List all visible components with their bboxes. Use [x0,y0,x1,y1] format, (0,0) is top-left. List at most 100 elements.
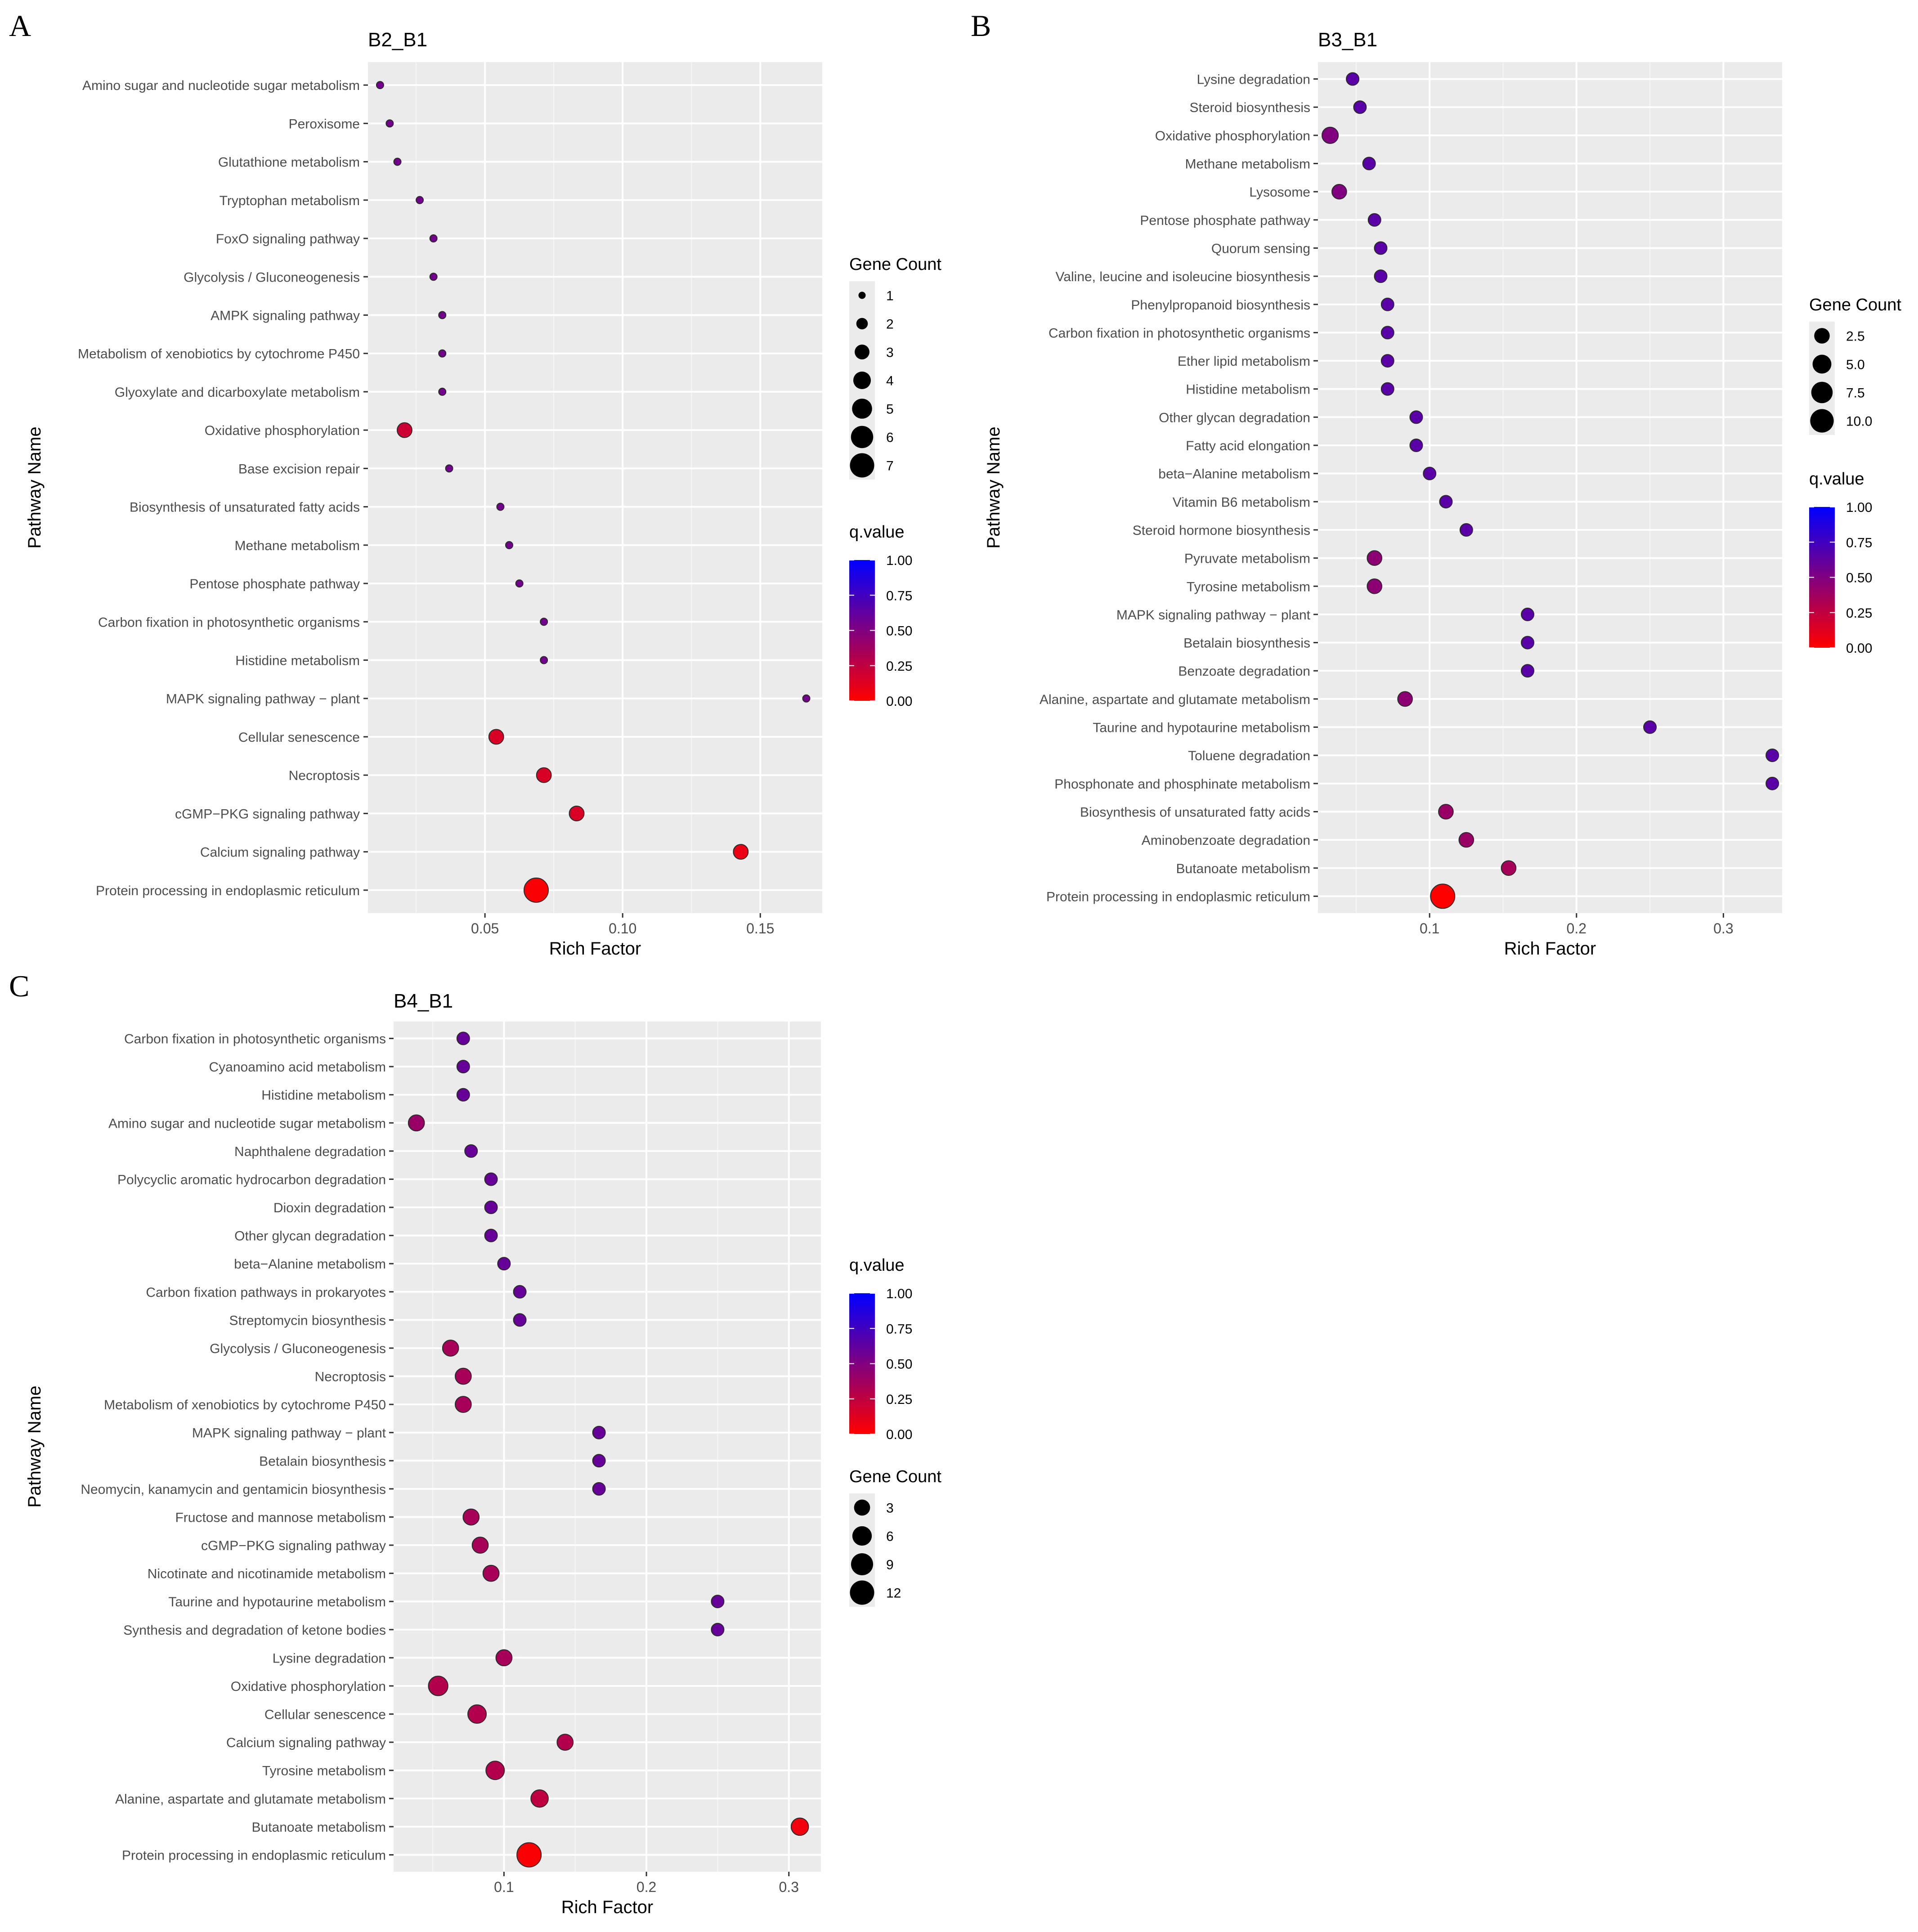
size-legend-key [850,1580,874,1605]
y-tick-label: Betalain biosynthesis [259,1454,386,1469]
data-point [1423,466,1437,480]
size-legend-key [1812,354,1832,374]
y-tick-label: Oxidative phosphorylation [231,1679,386,1694]
color-legend-title: q.value [849,523,905,542]
data-point [408,1114,425,1132]
data-point [1346,72,1360,86]
x-tick-label: 0.3 [1713,920,1733,937]
data-point [1521,607,1535,621]
y-tick-label: Cellular senescence [238,730,360,745]
size-legend-label: 2.5 [1846,329,1865,344]
data-point [556,1734,574,1751]
data-point [429,234,438,243]
data-point [540,656,548,664]
color-legend-label: 0.75 [886,588,912,603]
size-legend-label: 3 [886,345,894,360]
y-tick-label: Other glycan degradation [1159,410,1310,425]
data-point [488,729,504,745]
data-point [1766,776,1779,790]
y-tick-label: Calcium signaling pathway [226,1735,386,1750]
y-tick-label: Peroxisome [289,117,360,131]
y-tick-label: Oxidative phosphorylation [205,423,360,438]
y-tick-label: Phosphonate and phosphinate metabolism [1054,777,1310,792]
color-legend-label: 0.25 [1846,606,1872,621]
size-legend-key [858,291,866,299]
data-point [464,1144,478,1158]
color-legend: q.value 1.00 0.75 0.50 0.25 0.00 [1809,470,1872,656]
data-point [438,311,447,319]
y-tick-label: AMPK signaling pathway [211,308,360,323]
size-legend-key [855,345,869,359]
size-legend-label: 4 [886,374,894,389]
x-axis-title: Rich Factor [561,1897,654,1917]
color-legend-title: q.value [849,1256,905,1275]
chart-title: B2_B1 [368,29,427,51]
data-point [536,767,552,783]
data-point [513,1313,527,1327]
y-tick-label: Histidine metabolism [1186,382,1310,397]
x-tick-label: 0.05 [471,920,499,937]
y-tick-label: Histidine metabolism [235,654,360,668]
data-point [454,1367,472,1385]
data-point [540,618,548,626]
y-tick-label: Vitamin B6 metabolism [1173,495,1310,510]
y-tick-label: Protein processing in endoplasmic reticu… [96,883,360,898]
data-point [1380,354,1394,368]
color-legend: q.value 1.00 0.75 0.50 0.25 0.00 [849,523,912,709]
size-legend-label: 2 [886,317,894,332]
size-legend-label: 6 [886,1529,894,1544]
y-tick-label: Methane metabolism [235,538,360,553]
data-point [438,349,447,358]
data-point [513,1285,527,1299]
data-point [385,119,394,128]
y-tick-label: Pentose phosphate pathway [189,577,360,592]
y-tick-label: Polycyclic aromatic hydrocarbon degradat… [117,1172,386,1187]
size-legend-key [856,318,868,330]
size-legend-key [1810,409,1834,433]
color-legend-label: 0.00 [886,1427,912,1442]
y-tick-label: Glycolysis / Gluconeogenesis [210,1341,386,1356]
x-tick-label: 0.1 [494,1879,514,1895]
y-tick-label: Lysine degradation [273,1651,386,1666]
y-tick-label: Glycolysis / Gluconeogenesis [184,270,360,285]
size-legend-key [852,1526,872,1546]
y-tick-label: Lysine degradation [1197,72,1310,87]
color-legend-label: 1.00 [886,1287,912,1301]
chart-title: B4_B1 [394,990,453,1012]
chart-panel-B: B B3_B1 Lysine degradation Steroid biosynth… [971,9,1901,959]
y-tick-label: Neomycin, kanamycin and gentamicin biosy… [81,1482,386,1497]
size-legend: Gene Count 3 6 9 12 [849,1467,941,1607]
data-point [485,1761,505,1780]
y-tick-label: Carbon fixation in photosynthetic organi… [1049,326,1310,341]
data-point [1367,213,1381,227]
y-tick-label: Amino sugar and nucleotide sugar metabol… [82,78,360,93]
color-legend-label: 0.75 [886,1322,912,1336]
y-tick-label: Phenylpropanoid biosynthesis [1131,298,1310,313]
y-tick-label: Naphthalene degradation [234,1144,386,1159]
data-point [1643,720,1657,734]
y-tick-label: Calcium signaling pathway [200,845,360,860]
plot-panel [368,62,822,913]
color-legend-label: 0.00 [886,694,912,709]
data-point [1458,832,1474,848]
data-point [1367,550,1383,566]
data-point [592,1425,606,1439]
y-tick-label: Cyanoamino acid metabolism [209,1060,386,1075]
y-tick-label: MAPK signaling pathway − plant [1116,608,1311,623]
data-point [416,196,424,204]
data-point [1430,883,1456,909]
size-legend-label: 7 [886,459,894,474]
data-point [484,1172,498,1186]
data-point [429,273,438,281]
y-tick-label: MAPK signaling pathway − plant [166,692,360,707]
y-tick-label: Fructose and mannose metabolism [175,1510,386,1525]
size-legend-label: 9 [886,1558,894,1573]
y-tick-label: Quorum sensing [1211,241,1310,256]
y-tick-label: Steroid hormone biosynthesis [1133,523,1310,538]
y-tick-label: Glyoxylate and dicarboxylate metabolism [115,385,360,400]
y-tick-label: Lysosome [1249,185,1310,200]
x-tick-label: 0.10 [609,920,636,937]
data-point [467,1704,487,1724]
y-tick-label: Tyrosine metabolism [262,1764,386,1779]
chart-panel-C: C B4_B1 Carbon fixation in photosynthetic … [9,969,941,1917]
